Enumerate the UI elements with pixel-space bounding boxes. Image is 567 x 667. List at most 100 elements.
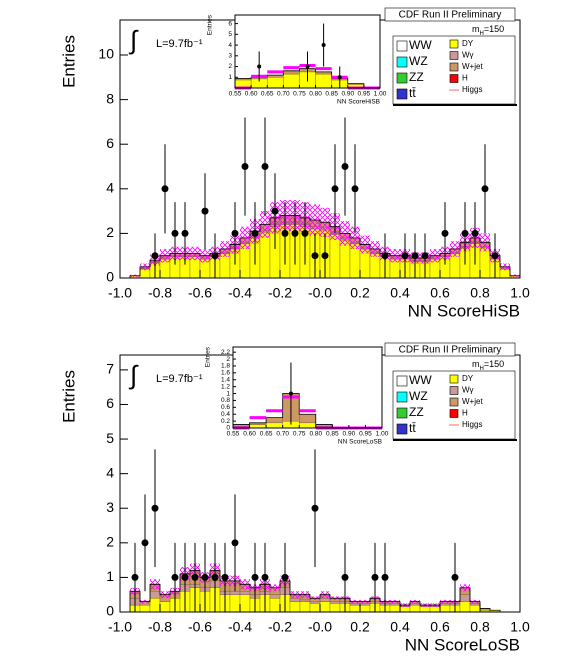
histogram-bin [299,599,311,602]
data-point [271,207,279,215]
histogram-bin [249,424,267,429]
legend-shadow [393,104,517,106]
histogram-bin [283,73,300,89]
legend-label: H [462,409,468,418]
legend-swatch [449,39,459,49]
histogram-bin [329,601,341,604]
histogram-bin [319,597,331,602]
histogram-bin [349,604,361,613]
data-point [241,163,249,171]
legend-label: Higgs [462,85,482,94]
legend-label: H [462,74,468,83]
legend-swatch [396,423,408,435]
histogram-bin [229,594,241,613]
x-tick-label: 0.4 [390,285,410,301]
y-tick-label: 2 [106,224,114,240]
data-point [381,573,389,581]
histogram-bin [359,604,371,613]
histogram-bin [259,232,271,279]
data-point [251,573,259,581]
histogram-bin [283,70,300,75]
legend-label: ZZ [409,405,424,419]
histogram-bin [149,591,161,599]
y-tick-label: 4 [228,42,232,49]
data-point [481,185,489,193]
x-tick-label: 0.80 [309,431,322,438]
legend-label: W+jet [462,397,483,406]
histogram-bin [139,604,151,613]
x-tick-label: 0.70 [277,91,290,98]
data-point [181,573,189,581]
legend-label: DY [462,39,474,48]
legend-label: Higgs [462,420,482,429]
data-point [301,229,309,237]
histogram-bin [139,268,151,279]
data-point [341,163,349,171]
histogram-bin [439,604,451,613]
y-tick-label: 0.6 [221,404,230,411]
x-tick-label: -0.0 [308,285,332,301]
x-tick-label: 0.80 [309,91,322,98]
data-point [201,207,209,215]
histogram-bin [309,601,321,604]
histogram-bin [329,603,341,613]
y-tick-label: 3 [228,53,232,60]
y-tick-label: 8 [106,90,114,106]
histogram-bin [499,268,511,279]
legend-label: ZZ [409,70,424,84]
x-tick-label: 0.95 [359,431,372,438]
histogram-bin [229,591,241,595]
x-tick-label: 0.75 [293,431,306,438]
histogram-bin [289,601,301,613]
plot-frame [232,346,383,429]
legend-label: W+jet [462,62,483,71]
x-tick-label: -0.2 [268,285,292,301]
data-point [261,163,269,171]
histogram-bin [369,253,381,279]
data-point [221,573,229,581]
data-point [461,229,469,237]
data-point [191,573,199,581]
data-point [261,573,269,581]
title-box [384,7,516,22]
data-point [381,252,389,260]
x-tick-label: 0.85 [326,431,339,438]
mass-subscript: H [480,31,484,37]
x-tick-label: 0.4 [390,619,410,635]
y-tick-label: 2 [226,356,230,363]
histogram-bin [469,604,481,613]
x-tick-label: 0.6 [430,285,450,301]
legend-swatch [396,407,408,419]
x-tick-label: -0.2 [268,619,292,635]
mass-value: =150 [484,24,504,34]
histogram-bin [439,603,451,606]
histogram-bin [149,597,161,613]
histogram-bin [479,247,491,279]
data-point [257,64,262,69]
x-tick-label: -1.0 [108,619,132,635]
histogram-bin [299,414,316,424]
x-tick-label: -0.0 [308,619,332,635]
histogram-bin [349,603,361,606]
histogram-bin [267,77,284,89]
y-tick-label: 3 [106,499,114,515]
x-tick-label: 0.65 [261,91,274,98]
legend-swatch [449,409,459,418]
legend-swatch [449,62,459,72]
legend-swatch [396,56,408,68]
legend-label: tt̄ [409,421,416,435]
x-tick-label: 0.60 [245,91,258,98]
plot-frame [234,14,381,89]
histogram-bin [309,603,321,613]
luminosity: L=9.7fb⁻¹ [156,373,203,385]
x-tick-label: 0.85 [325,91,338,98]
data-point [371,573,379,581]
data-point [311,504,319,512]
x-tick-label: -0.6 [188,619,212,635]
stack-outline [120,215,520,279]
histogram-bin [299,601,311,613]
y-tick-label: 1 [226,390,230,397]
data-point [341,573,349,581]
